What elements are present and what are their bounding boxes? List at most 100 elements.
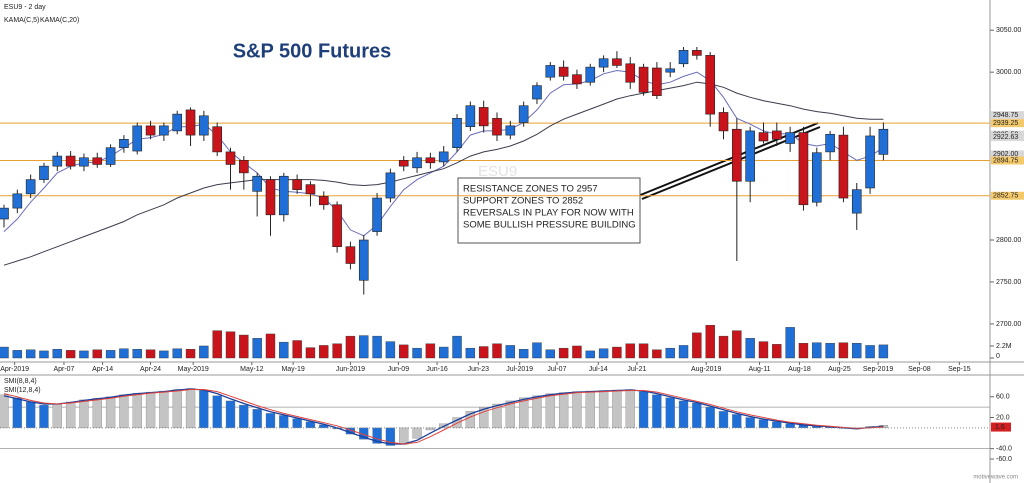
volume-bar — [612, 346, 622, 359]
smi-bar — [745, 417, 755, 429]
x-tick-label: Jun-16 — [426, 366, 448, 373]
smi-bar — [119, 394, 129, 429]
smi-bar — [678, 400, 689, 429]
x-tick-label: Sep-08 — [908, 366, 931, 373]
volume-bar — [79, 350, 89, 359]
volume-bar — [412, 347, 422, 359]
volume-bar — [65, 350, 76, 359]
smi-bar — [292, 418, 302, 429]
candle-body — [412, 157, 422, 169]
y-tick-label: 2700.00 — [996, 321, 1021, 328]
volume-bar — [252, 338, 262, 359]
candle-body — [612, 58, 622, 66]
smi-bar — [399, 427, 409, 445]
smi-bar — [558, 392, 569, 429]
candle-body — [145, 125, 156, 136]
footer: motivewave.com — [973, 475, 1018, 481]
volume-bar — [279, 341, 289, 359]
annotation-line: SUPPORT ZONES TO 2852 — [463, 196, 583, 207]
y-tick-label: 0 — [996, 353, 1000, 360]
candle-body — [505, 125, 516, 136]
volume-bar — [225, 331, 236, 359]
candle-body — [798, 132, 809, 206]
candle-body — [878, 128, 889, 155]
y-tick-label: -60.0 — [996, 456, 1012, 463]
x-tick-label: Apr-14 — [92, 366, 113, 373]
level-label: 2902.00 — [993, 151, 1018, 158]
candle-body — [225, 151, 236, 165]
volume-bar — [865, 345, 875, 359]
x-tick-label: Aug-18 — [788, 366, 811, 373]
legend-entry: SMI(12,8,4) — [4, 387, 41, 394]
volume-bar — [772, 344, 782, 359]
candle-body — [318, 196, 329, 206]
volume-bar — [145, 349, 156, 359]
last-value-box — [991, 422, 1011, 432]
x-tick-label: May-19 — [281, 366, 304, 373]
candle-body — [598, 58, 609, 68]
smi-bar — [265, 413, 276, 429]
volume-bar — [678, 345, 689, 359]
indicator-line — [3, 81, 884, 266]
smi-bar — [372, 427, 382, 444]
candle-body — [558, 66, 569, 77]
legend-entry: SMI(8,8,4) — [4, 378, 37, 385]
smi-bar — [732, 414, 742, 429]
volume-bar — [692, 332, 702, 359]
volume-bar — [239, 334, 249, 359]
volume-bar — [305, 347, 316, 359]
smi-bar — [52, 403, 62, 429]
smi-bar — [425, 427, 436, 431]
y-tick-label: -40.0 — [996, 445, 1012, 452]
candle-body — [172, 113, 183, 132]
volume-bar — [558, 347, 569, 359]
x-tick-label: Aug-25 — [828, 366, 851, 373]
watermark: ESU9 — [478, 163, 517, 180]
smi-bar — [225, 400, 236, 429]
candle-body — [52, 155, 63, 167]
candle-body — [159, 125, 169, 136]
smi-bar — [25, 401, 36, 429]
candle-body — [279, 175, 289, 216]
candle-body — [825, 133, 835, 153]
candle-body — [718, 112, 729, 132]
volume-bar — [878, 344, 889, 359]
candle-body — [25, 179, 36, 195]
candle-body — [652, 67, 662, 96]
smi-bar — [652, 394, 662, 429]
volume-bar — [585, 350, 595, 359]
candle-body — [585, 66, 596, 83]
volume-bar — [572, 345, 582, 359]
smi-bar — [79, 399, 89, 429]
x-tick-label: Jul-14 — [589, 366, 608, 373]
chart-title: S&P 500 Futures — [233, 40, 392, 62]
smi-bar — [39, 404, 49, 429]
smi-bar — [518, 397, 529, 429]
smi-bar — [585, 390, 595, 429]
volume-bar — [439, 346, 449, 359]
volume-bar — [478, 346, 489, 359]
smi-bar — [532, 395, 542, 429]
smi-bar — [239, 404, 249, 429]
smi-bar — [145, 391, 156, 429]
candle-body — [265, 179, 276, 216]
candle-body — [398, 159, 409, 167]
x-tick-label: Aug-11 — [748, 366, 770, 373]
y-tick-label: 20.0 — [996, 414, 1010, 421]
volume-bar — [798, 343, 809, 359]
candle-body — [705, 55, 715, 115]
candle-body — [305, 184, 316, 195]
level-label-box — [991, 156, 1024, 165]
smi-bar — [758, 419, 769, 429]
candle-body — [785, 132, 795, 144]
level-label-box — [991, 119, 1024, 128]
volume-bar — [758, 341, 769, 359]
volume-bar — [838, 342, 849, 359]
candle-body — [385, 172, 396, 199]
volume-bar — [745, 338, 755, 359]
candle-body — [865, 135, 875, 189]
volume-bar — [505, 345, 516, 359]
x-tick-label: Jul-2019 — [506, 366, 533, 373]
volume-bar — [638, 343, 649, 359]
volume-bar — [785, 327, 795, 359]
